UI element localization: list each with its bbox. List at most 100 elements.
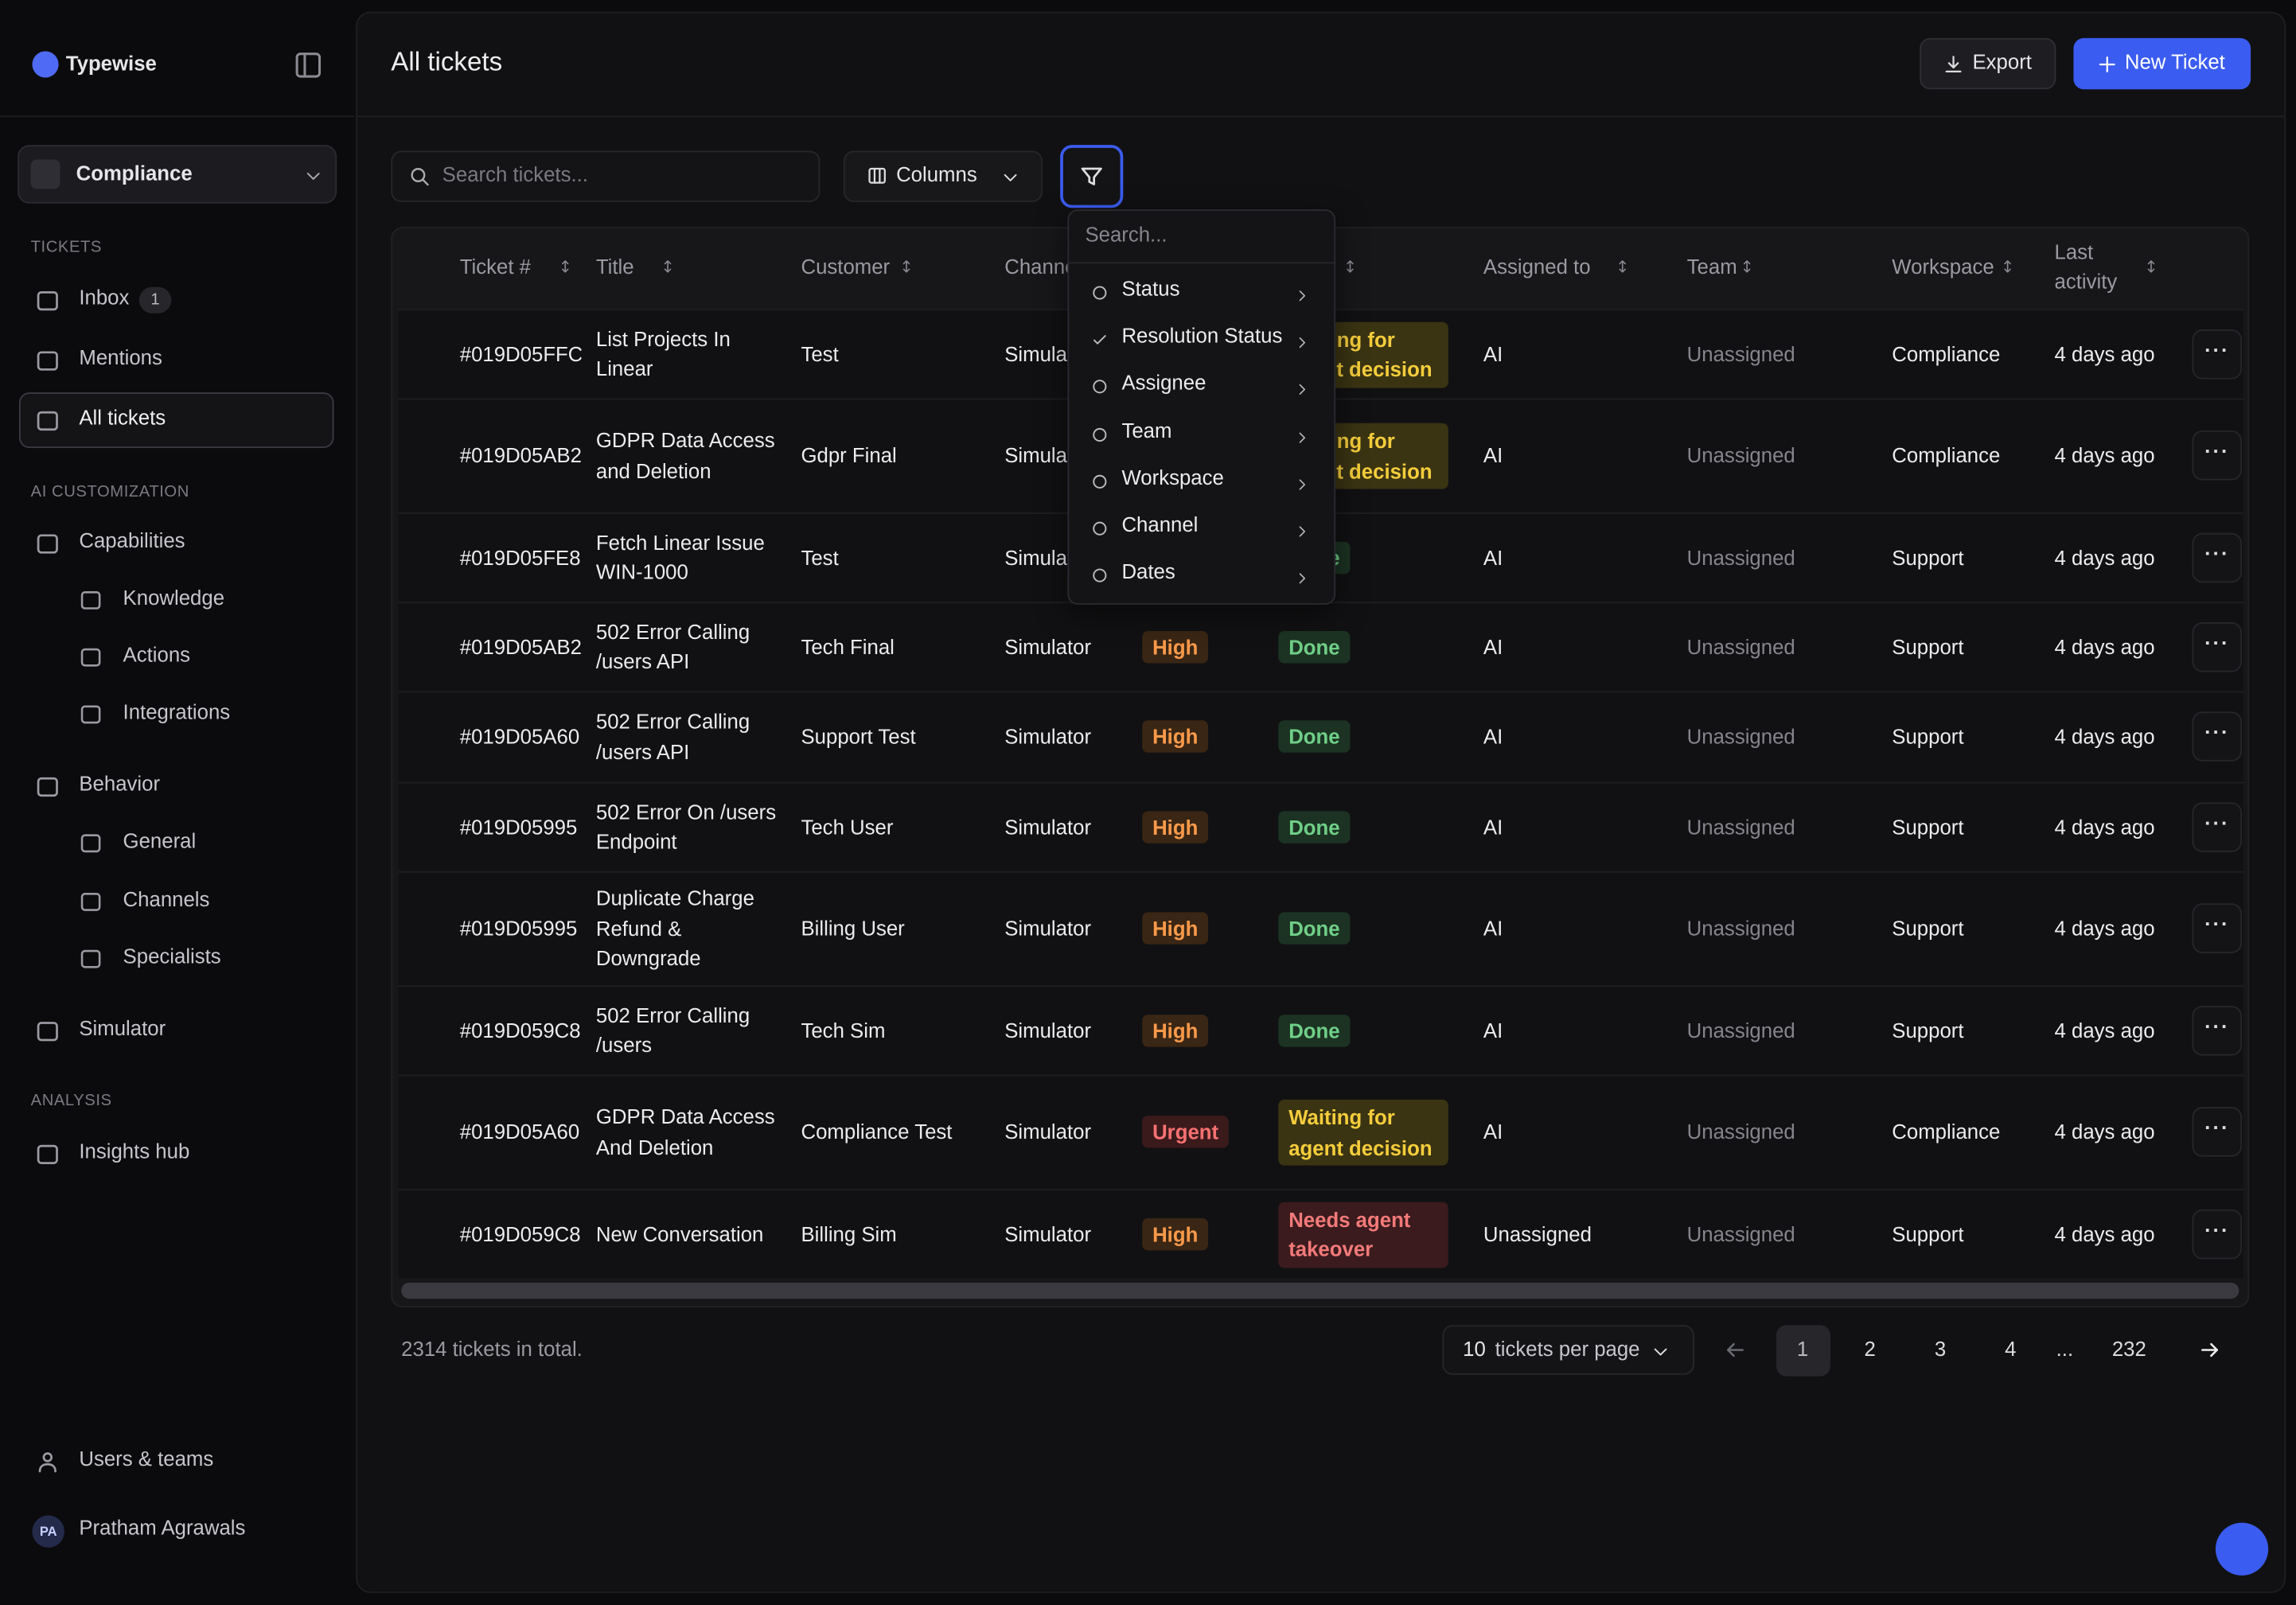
nav-subitem[interactable]: Specialists <box>123 944 221 968</box>
row-actions[interactable]: ··· <box>2192 903 2243 953</box>
filter-item[interactable]: Dates <box>1121 559 1175 583</box>
status-badge: Done <box>1278 912 1351 945</box>
user-name[interactable]: Pratham Agrawals <box>79 1515 246 1539</box>
column-header[interactable]: Team <box>1686 255 1737 279</box>
filter-item-chevron <box>1295 331 1309 349</box>
nav-subitem[interactable]: Channels <box>123 887 210 911</box>
workspace-selector[interactable] <box>18 145 337 204</box>
column-header[interactable]: Workspace <box>1892 255 1994 279</box>
column-header[interactable]: Customer <box>801 255 891 279</box>
table-cell: Support <box>1892 1018 1964 1042</box>
table-cell: Gdpr Final <box>801 443 897 467</box>
filter-item[interactable]: Team <box>1121 419 1172 442</box>
priority-badge: High <box>1142 912 1209 945</box>
table-cell: 502 Error On /users Endpoint <box>595 799 777 853</box>
table-cell: Unassigned <box>1686 341 1795 365</box>
nav-item[interactable]: Inbox <box>79 285 130 310</box>
table-cell: Compliance <box>1892 1120 2001 1143</box>
row-actions[interactable]: ··· <box>2192 1208 2243 1259</box>
status-badge: Done <box>1278 1014 1351 1046</box>
table-cell: #019D05A60 <box>459 1120 580 1143</box>
table-cell: GDPR Data Access And Deletion <box>595 1104 775 1159</box>
table-cell: Unassigned <box>1686 814 1795 838</box>
table-cell: #019D05995 <box>459 814 578 838</box>
filter-item-chevron <box>1295 426 1309 443</box>
row-actions[interactable]: ··· <box>2192 801 2243 851</box>
filter-item[interactable]: Workspace <box>1121 466 1224 489</box>
nav-subitem[interactable]: Integrations <box>123 699 231 723</box>
nav-item[interactable]: Insights hub <box>79 1139 190 1163</box>
columns-button[interactable] <box>843 150 1043 202</box>
filter-item[interactable]: Resolution Status <box>1121 323 1283 348</box>
table-cell: 4 days ago <box>2054 634 2155 658</box>
nav-icon <box>35 349 60 373</box>
table-cell: #019D059C8 <box>459 1221 581 1245</box>
table-cell: 4 days ago <box>2054 544 2155 569</box>
page-link[interactable]: 1 <box>1796 1336 1809 1361</box>
table-cell: New Conversation <box>595 1221 764 1245</box>
table-cell: Simulator <box>1004 814 1092 838</box>
page-link[interactable]: 4 <box>2005 1336 2017 1361</box>
per-page-value: 10 <box>1463 1336 1486 1361</box>
page-link[interactable]: ... <box>2056 1336 2074 1361</box>
nav-item[interactable]: Simulator <box>79 1015 166 1040</box>
nav-icon <box>35 774 60 799</box>
table-cell: #019D05FE8I <box>459 544 582 569</box>
filter-item-chevron <box>1295 473 1309 490</box>
search-input[interactable] <box>391 150 821 202</box>
nav-item[interactable]: All tickets <box>79 405 166 430</box>
filter-item[interactable]: Assignee <box>1121 370 1206 394</box>
filter-button[interactable] <box>1060 145 1124 208</box>
column-header[interactable]: Last activity <box>2054 240 2118 293</box>
table-cell: Simulator <box>1004 1018 1092 1042</box>
users-teams[interactable]: Users & teams <box>79 1446 214 1471</box>
plus-icon <box>2097 54 2118 75</box>
page-link[interactable]: 3 <box>1934 1336 1947 1361</box>
table-cell: Unassigned <box>1686 1120 1795 1143</box>
filter-item-chevron <box>1295 567 1309 584</box>
sort-icon <box>899 256 913 277</box>
row-actions[interactable]: ··· <box>2192 430 2243 481</box>
help-button[interactable] <box>2215 1522 2269 1576</box>
nav-sub-icon <box>79 890 102 914</box>
nav-item[interactable]: Capabilities <box>79 528 185 552</box>
brand-name: Typewise <box>65 51 157 75</box>
nav-subitem[interactable]: Knowledge <box>123 586 225 610</box>
row-actions[interactable]: ··· <box>2192 329 2243 379</box>
row-actions[interactable]: ··· <box>2192 711 2243 762</box>
page-link[interactable]: 2 <box>1864 1336 1876 1361</box>
collapse-icon <box>294 51 322 79</box>
column-header[interactable]: Title <box>595 255 634 279</box>
per-page-select[interactable] <box>1442 1325 1694 1375</box>
table-cell: AI <box>1483 544 1503 569</box>
filter-item[interactable]: Channel <box>1121 512 1199 536</box>
workspace-name: Compliance <box>76 161 193 185</box>
sidebar-divider <box>0 115 355 118</box>
filter-search: Search... <box>1085 222 1167 247</box>
table-cell: Compliance Test <box>801 1120 953 1143</box>
page-link[interactable]: 232 <box>2111 1336 2146 1361</box>
column-header[interactable]: Assigned to <box>1483 255 1591 279</box>
nav-item[interactable]: Mentions <box>79 345 162 369</box>
column-header[interactable]: Ticket # <box>459 255 531 279</box>
nav-sub-icon <box>79 589 102 612</box>
filter-icon <box>1079 164 1104 189</box>
nav-subitem[interactable]: Actions <box>123 642 191 667</box>
row-actions[interactable]: ··· <box>2192 1107 2243 1157</box>
export-button[interactable] <box>1920 37 2056 90</box>
filter-item[interactable]: Status <box>1121 276 1180 301</box>
columns-label: Columns <box>896 162 977 186</box>
nav-subitem[interactable]: General <box>123 828 197 852</box>
priority-badge: High <box>1142 810 1209 843</box>
row-actions[interactable]: ··· <box>2192 1005 2243 1055</box>
table-cell: AI <box>1483 443 1503 467</box>
table-cell: #019D05A60 <box>459 724 580 748</box>
section-label: ANALYSIS <box>30 1092 112 1110</box>
export-label: Export <box>1972 49 2032 73</box>
row-actions[interactable]: ··· <box>2192 532 2243 582</box>
prev-page <box>1724 1338 1747 1362</box>
scrollbar[interactable] <box>401 1282 2239 1299</box>
nav-item[interactable]: Behavior <box>79 771 161 796</box>
row-actions[interactable]: ··· <box>2192 621 2243 672</box>
